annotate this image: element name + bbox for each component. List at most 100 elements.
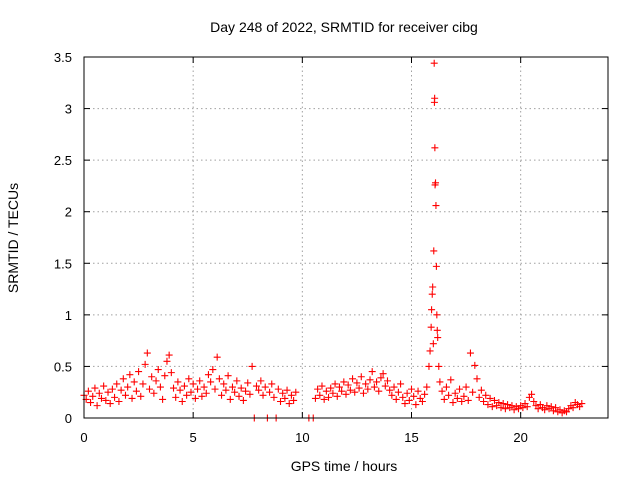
data-point [285,400,293,408]
y-tick-label: 0.5 [54,359,72,374]
data-point [519,404,527,412]
data-point [547,403,555,411]
data-point [370,383,378,391]
data-point [246,390,254,398]
data-point [375,387,383,395]
data-point [191,394,199,402]
data-point [176,386,184,394]
data-point [433,326,441,334]
data-point [390,383,398,391]
data-point [414,387,422,395]
data-point [281,394,289,402]
data-point [89,392,97,400]
data-point [252,382,260,390]
data-point [95,389,103,397]
data-point [207,378,215,386]
data-point [218,391,226,399]
data-point [239,396,247,404]
data-point [386,386,394,394]
data-point [117,386,125,394]
data-point [488,403,496,411]
data-point [359,389,367,397]
data-point [435,362,443,370]
x-axis-title: GPS time / hours [291,458,398,474]
data-point [104,388,112,396]
data-point [222,386,230,394]
data-point [366,376,374,384]
data-point [552,404,560,412]
data-point [172,393,180,401]
data-point [292,388,300,396]
data-point [231,388,239,396]
data-point [226,395,234,403]
data-point [433,311,441,319]
data-point [189,380,197,388]
data-point [211,385,219,393]
plot-frame [83,56,609,419]
data-point [154,366,162,374]
data-point [530,397,538,405]
data-point [261,383,269,391]
chart-title: Day 248 of 2022, SRMTID for receiver cib… [210,19,478,35]
data-point [394,388,402,396]
data-point [314,385,322,393]
data-point [283,386,291,394]
data-point [320,395,328,403]
data-point [137,392,145,400]
data-point [399,393,407,401]
data-point [425,362,433,370]
data-point [451,389,459,397]
data-point [325,393,333,401]
data-point [434,334,442,342]
data-point [174,378,182,386]
data-point [497,404,505,412]
data-point [119,375,127,383]
data-point [170,384,178,392]
data-point [362,380,370,388]
data-point [333,392,341,400]
data-point [508,402,516,410]
data-point [270,393,278,401]
data-point [353,379,361,387]
data-point [163,357,171,365]
data-point [124,383,132,391]
data-point [438,387,446,395]
data-point [405,396,413,404]
data-point [97,394,105,402]
data-point [447,376,455,384]
data-point [436,378,444,386]
data-point [277,397,284,405]
data-point [357,373,365,381]
data-point [213,353,221,361]
data-point [196,377,204,385]
data-point [329,389,337,397]
data-point [233,377,241,385]
axes: 0 5 10 15 20 0 0.5 1 1.5 2 2.5 3 3.5 [54,50,608,445]
data-point [185,375,193,383]
data-point [183,391,191,399]
data-point [477,386,485,394]
data-point [93,402,101,410]
data-point [259,391,267,399]
data-point [482,391,490,399]
data-point [111,393,119,401]
data-point [156,383,164,391]
data-point [115,397,123,405]
data-point [130,378,138,386]
data-point [108,385,116,393]
data-point [432,179,440,187]
data-point [423,383,431,391]
data-point [159,395,167,403]
data-point [346,386,354,394]
data-point [429,340,437,348]
x-tick-label: 20 [513,430,527,445]
data-point [255,386,263,394]
y-tick-label: 3.5 [54,50,72,65]
data-point [392,395,400,403]
data-point [91,384,99,392]
data-point [429,283,437,291]
data-point [268,380,276,388]
data-point [121,391,129,399]
data-point [335,383,343,391]
